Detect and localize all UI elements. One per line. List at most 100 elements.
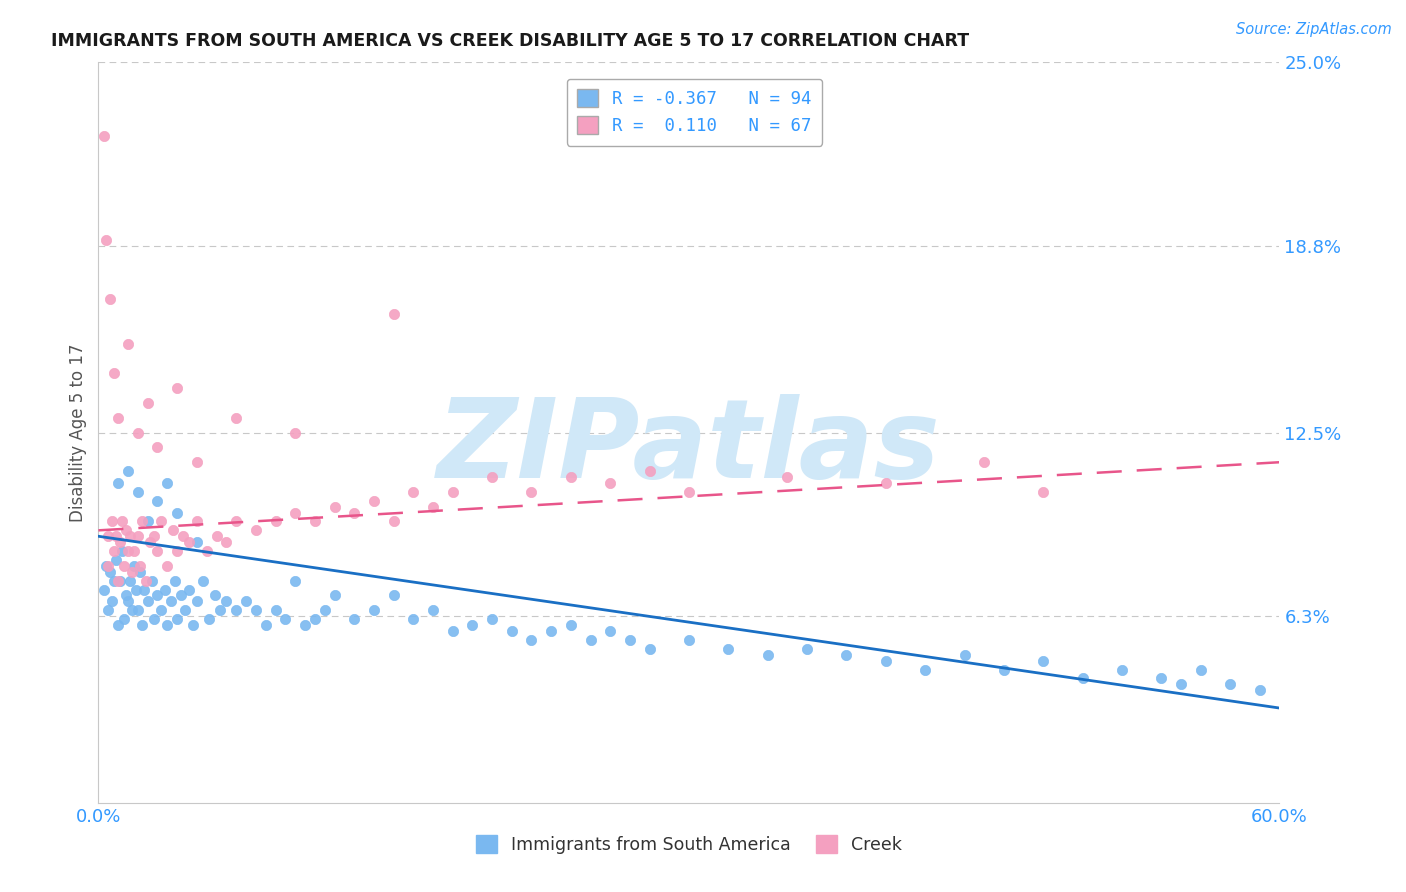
Point xyxy=(117,594,139,608)
Point xyxy=(1249,683,1271,698)
Point xyxy=(1150,672,1173,686)
Point xyxy=(117,464,139,478)
Point xyxy=(111,544,134,558)
Point xyxy=(112,558,135,573)
Point xyxy=(97,529,120,543)
Point xyxy=(98,293,121,307)
Point xyxy=(186,455,208,469)
Point xyxy=(1111,663,1133,677)
Point xyxy=(638,641,661,656)
Point xyxy=(105,553,128,567)
Point xyxy=(103,367,125,381)
Point xyxy=(108,535,131,549)
Text: Source: ZipAtlas.com: Source: ZipAtlas.com xyxy=(1236,22,1392,37)
Point xyxy=(166,544,188,558)
Point xyxy=(205,529,228,543)
Point xyxy=(97,603,120,617)
Point xyxy=(756,648,779,662)
Point xyxy=(138,535,160,549)
Point xyxy=(835,648,858,662)
Y-axis label: Disability Age 5 to 17: Disability Age 5 to 17 xyxy=(69,343,87,522)
Point xyxy=(170,589,193,603)
Point xyxy=(135,574,157,588)
Point xyxy=(122,544,145,558)
Point xyxy=(150,515,173,529)
Point xyxy=(108,574,131,588)
Point xyxy=(254,618,277,632)
Point xyxy=(107,410,129,425)
Point xyxy=(875,654,897,668)
Point xyxy=(117,544,139,558)
Point xyxy=(112,612,135,626)
Point xyxy=(115,524,138,538)
Point xyxy=(146,589,169,603)
Point xyxy=(127,603,149,617)
Point xyxy=(1189,663,1212,677)
Point xyxy=(245,603,267,617)
Point xyxy=(245,524,267,538)
Point xyxy=(156,618,179,632)
Point xyxy=(294,618,316,632)
Point xyxy=(461,618,484,632)
Point xyxy=(235,594,257,608)
Point xyxy=(993,663,1015,677)
Point xyxy=(177,582,200,597)
Point xyxy=(172,529,194,543)
Point xyxy=(579,632,602,647)
Point xyxy=(1170,677,1192,691)
Point xyxy=(678,484,700,499)
Point xyxy=(121,565,143,579)
Point xyxy=(619,632,641,647)
Point xyxy=(128,558,150,573)
Point xyxy=(117,336,139,351)
Point xyxy=(181,618,204,632)
Point xyxy=(98,565,121,579)
Point xyxy=(264,603,287,617)
Point xyxy=(107,618,129,632)
Point xyxy=(284,425,307,440)
Point xyxy=(914,663,936,677)
Point xyxy=(1032,484,1054,499)
Point xyxy=(422,500,444,514)
Point xyxy=(186,535,208,549)
Point xyxy=(441,484,464,499)
Point xyxy=(127,529,149,543)
Point xyxy=(93,582,115,597)
Point xyxy=(111,515,134,529)
Point xyxy=(343,612,366,626)
Point xyxy=(225,515,247,529)
Point xyxy=(166,381,188,395)
Point xyxy=(93,129,115,144)
Point xyxy=(953,648,976,662)
Point xyxy=(678,632,700,647)
Point xyxy=(101,594,124,608)
Point xyxy=(97,558,120,573)
Point xyxy=(127,425,149,440)
Point xyxy=(501,624,523,638)
Point xyxy=(382,589,405,603)
Point xyxy=(96,233,118,247)
Point xyxy=(156,475,179,490)
Point xyxy=(165,574,187,588)
Point xyxy=(132,582,155,597)
Point xyxy=(122,558,145,573)
Point xyxy=(776,470,799,484)
Point xyxy=(107,574,129,588)
Point xyxy=(131,618,153,632)
Point xyxy=(191,574,214,588)
Point xyxy=(796,641,818,656)
Point xyxy=(155,582,177,597)
Point xyxy=(150,603,173,617)
Point xyxy=(717,641,740,656)
Point xyxy=(363,493,385,508)
Point xyxy=(96,558,118,573)
Point xyxy=(166,506,188,520)
Point xyxy=(314,603,336,617)
Point xyxy=(264,515,287,529)
Point xyxy=(1219,677,1241,691)
Point xyxy=(382,515,405,529)
Point xyxy=(131,515,153,529)
Point xyxy=(162,524,184,538)
Point xyxy=(142,612,165,626)
Point xyxy=(127,484,149,499)
